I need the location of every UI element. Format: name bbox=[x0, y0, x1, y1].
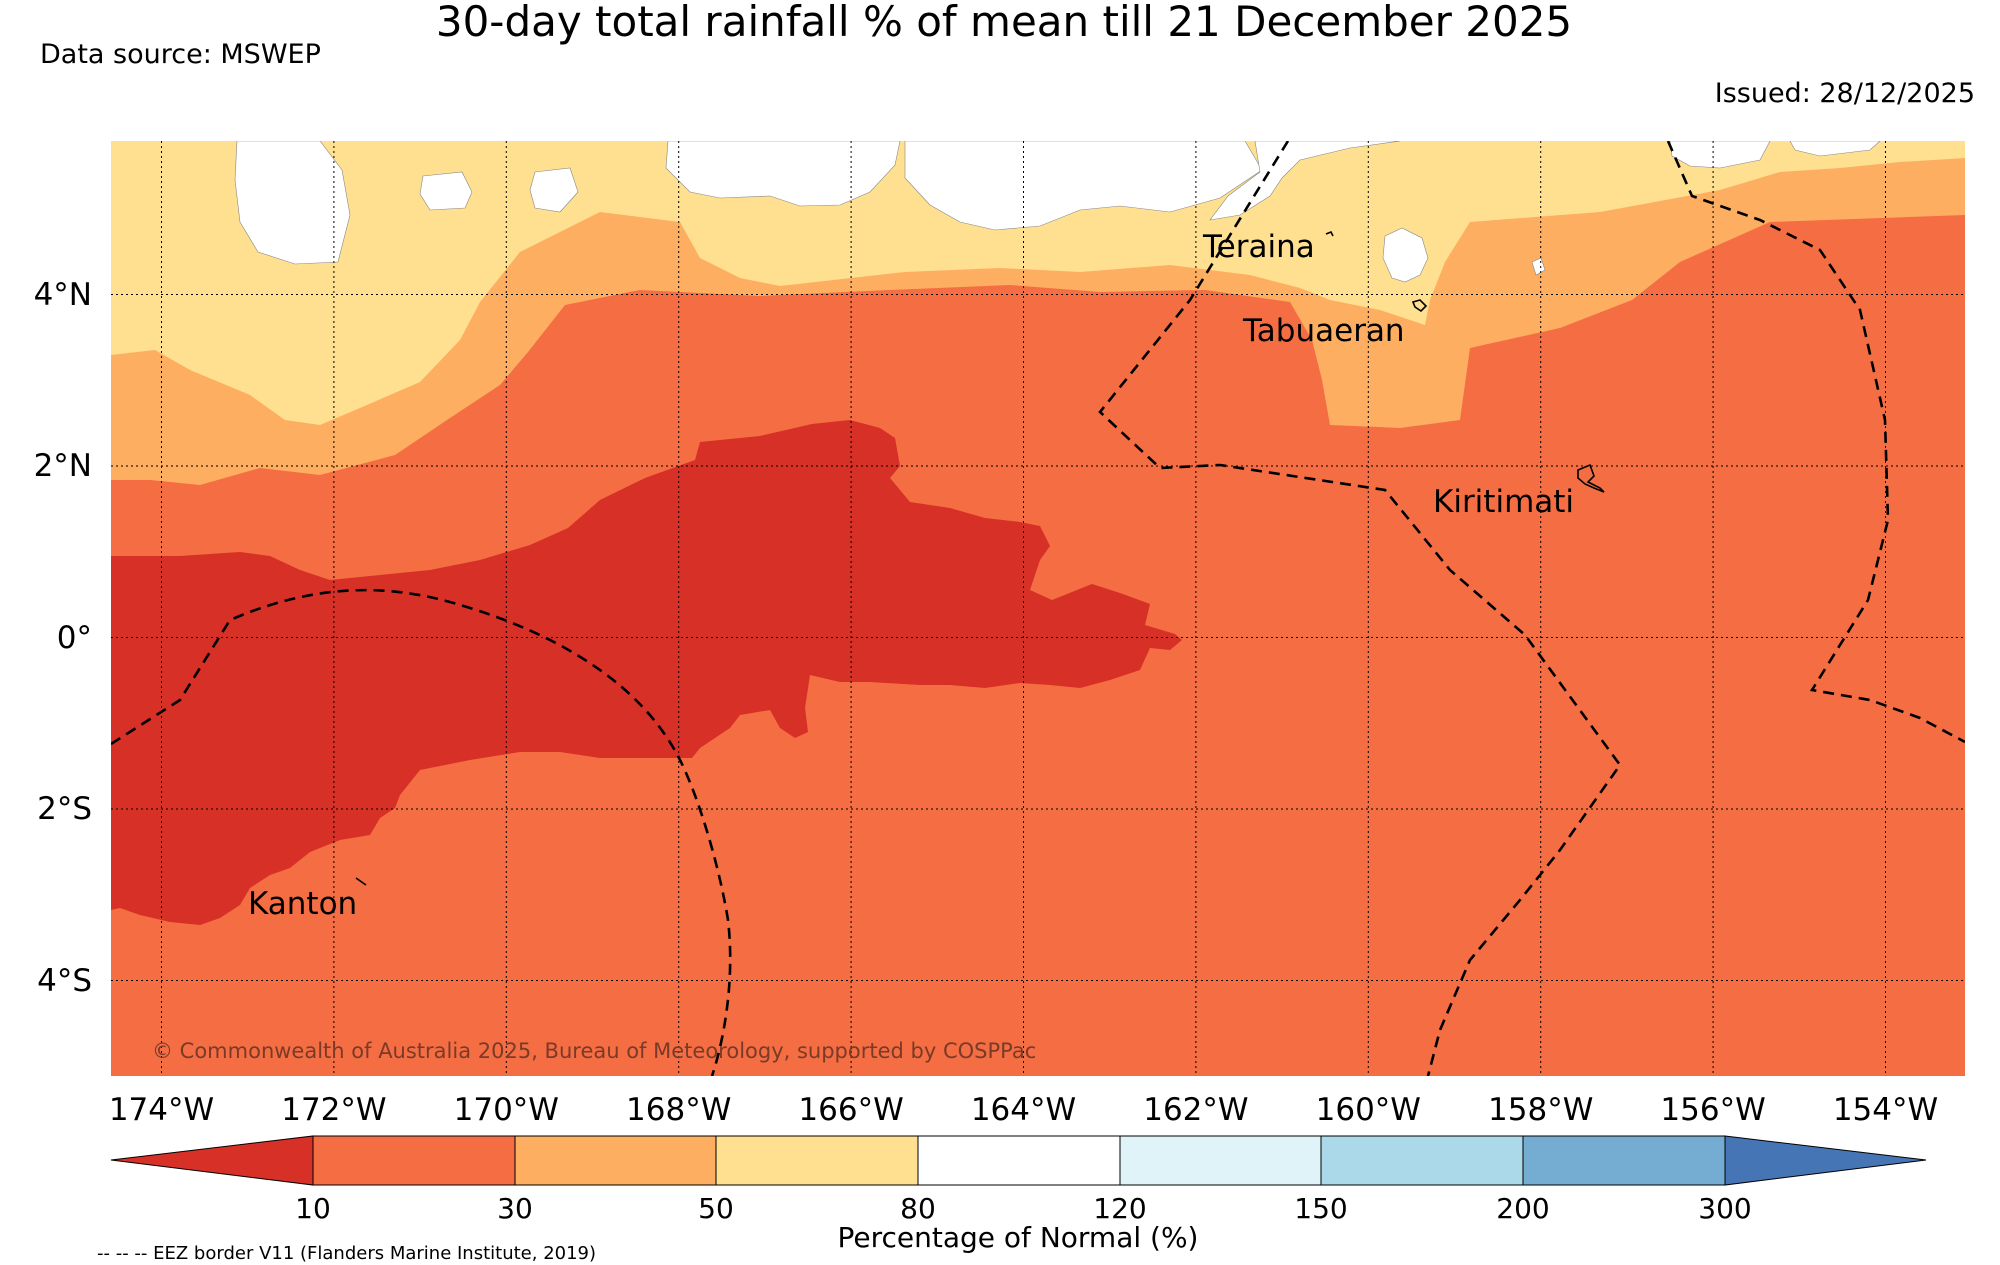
place-label-kiritimati: Kiritimati bbox=[1433, 484, 1574, 520]
lon-label: 174°W bbox=[109, 1092, 214, 1128]
region-50-80 bbox=[111, 141, 1965, 425]
colorbar-tick: 30 bbox=[497, 1192, 533, 1225]
colorbar-segment-above-300 bbox=[1724, 1135, 1927, 1186]
issued-date: Issued: 28/12/2025 bbox=[1715, 78, 1975, 109]
colorbar-tick: 200 bbox=[1496, 1192, 1549, 1225]
tabuaeran-island bbox=[1411, 299, 1428, 313]
colorbar-segment-below-10 bbox=[110, 1135, 314, 1186]
lon-label: 162°W bbox=[1143, 1092, 1248, 1128]
colorbar-tick: 120 bbox=[1093, 1192, 1146, 1225]
colorbar-segment-150-200 bbox=[1320, 1135, 1524, 1186]
colorbar-tick: 80 bbox=[900, 1192, 936, 1225]
region-30-50 bbox=[111, 141, 1965, 485]
lat-label: 2°S bbox=[37, 791, 92, 827]
lon-label: 168°W bbox=[626, 1092, 731, 1128]
lon-label: 158°W bbox=[1488, 1092, 1593, 1128]
data-source-label: Data source: MSWEP bbox=[40, 39, 321, 70]
lat-label: 4°N bbox=[34, 277, 92, 313]
colorbar-segment-80-120 bbox=[917, 1135, 1121, 1186]
latitude-labels: 4°N 2°N 0° 2°S 4°S bbox=[34, 277, 92, 999]
map-area: Teraina Tabuaeran Kiritimati Kanton © Co… bbox=[111, 141, 1965, 1076]
island-outlines bbox=[355, 230, 1605, 886]
graticule bbox=[111, 141, 1965, 1076]
colorbar: 10 30 50 80 120 150 200 300 Percentage o… bbox=[110, 1135, 1927, 1254]
kanton-island bbox=[355, 877, 367, 886]
lat-label: 4°S bbox=[37, 963, 92, 999]
lon-label: 170°W bbox=[454, 1092, 559, 1128]
colorbar-tick: 300 bbox=[1698, 1192, 1751, 1225]
colorbar-segment-50-80 bbox=[715, 1135, 919, 1186]
lon-label: 164°W bbox=[971, 1092, 1076, 1128]
lon-label: 172°W bbox=[281, 1092, 386, 1128]
colorbar-segment-200-300 bbox=[1522, 1135, 1726, 1186]
near-normal-patches bbox=[234, 141, 1881, 283]
colorbar-segment-120-150 bbox=[1119, 1135, 1322, 1186]
place-label-tabuaeran: Tabuaeran bbox=[1242, 313, 1405, 349]
lon-label: 154°W bbox=[1833, 1092, 1938, 1128]
eez-legend-note: -- -- -- EEZ border V11 (Flanders Marine… bbox=[97, 1243, 596, 1264]
kiritimati-island bbox=[1577, 463, 1605, 493]
region-below-10 bbox=[111, 420, 1182, 925]
lat-label: 0° bbox=[57, 620, 92, 656]
eez-borders bbox=[111, 141, 1965, 1076]
lon-label: 160°W bbox=[1316, 1092, 1421, 1128]
place-label-kanton: Kanton bbox=[248, 886, 357, 922]
colorbar-segment-10-30 bbox=[312, 1135, 516, 1186]
colorbar-label: Percentage of Normal (%) bbox=[838, 1221, 1199, 1254]
figure-title: 30-day total rainfall % of mean till 21 … bbox=[436, 0, 1572, 46]
colorbar-tick: 150 bbox=[1294, 1192, 1347, 1225]
colorbar-tick-labels: 10 30 50 80 120 150 200 300 bbox=[295, 1192, 1752, 1225]
copyright-note: © Commonwealth of Australia 2025, Bureau… bbox=[152, 1039, 1036, 1063]
teraina-island bbox=[1325, 230, 1334, 237]
colorbar-segment-30-50 bbox=[514, 1135, 717, 1186]
colorbar-tick: 50 bbox=[698, 1192, 734, 1225]
colorbar-tick: 10 bbox=[295, 1192, 331, 1225]
lon-label: 166°W bbox=[798, 1092, 903, 1128]
lon-label: 156°W bbox=[1660, 1092, 1765, 1128]
place-label-teraina: Teraina bbox=[1202, 229, 1315, 265]
lat-label: 2°N bbox=[34, 448, 92, 484]
longitude-labels: 174°W 172°W 170°W 168°W 166°W 164°W 162°… bbox=[109, 1092, 1938, 1128]
